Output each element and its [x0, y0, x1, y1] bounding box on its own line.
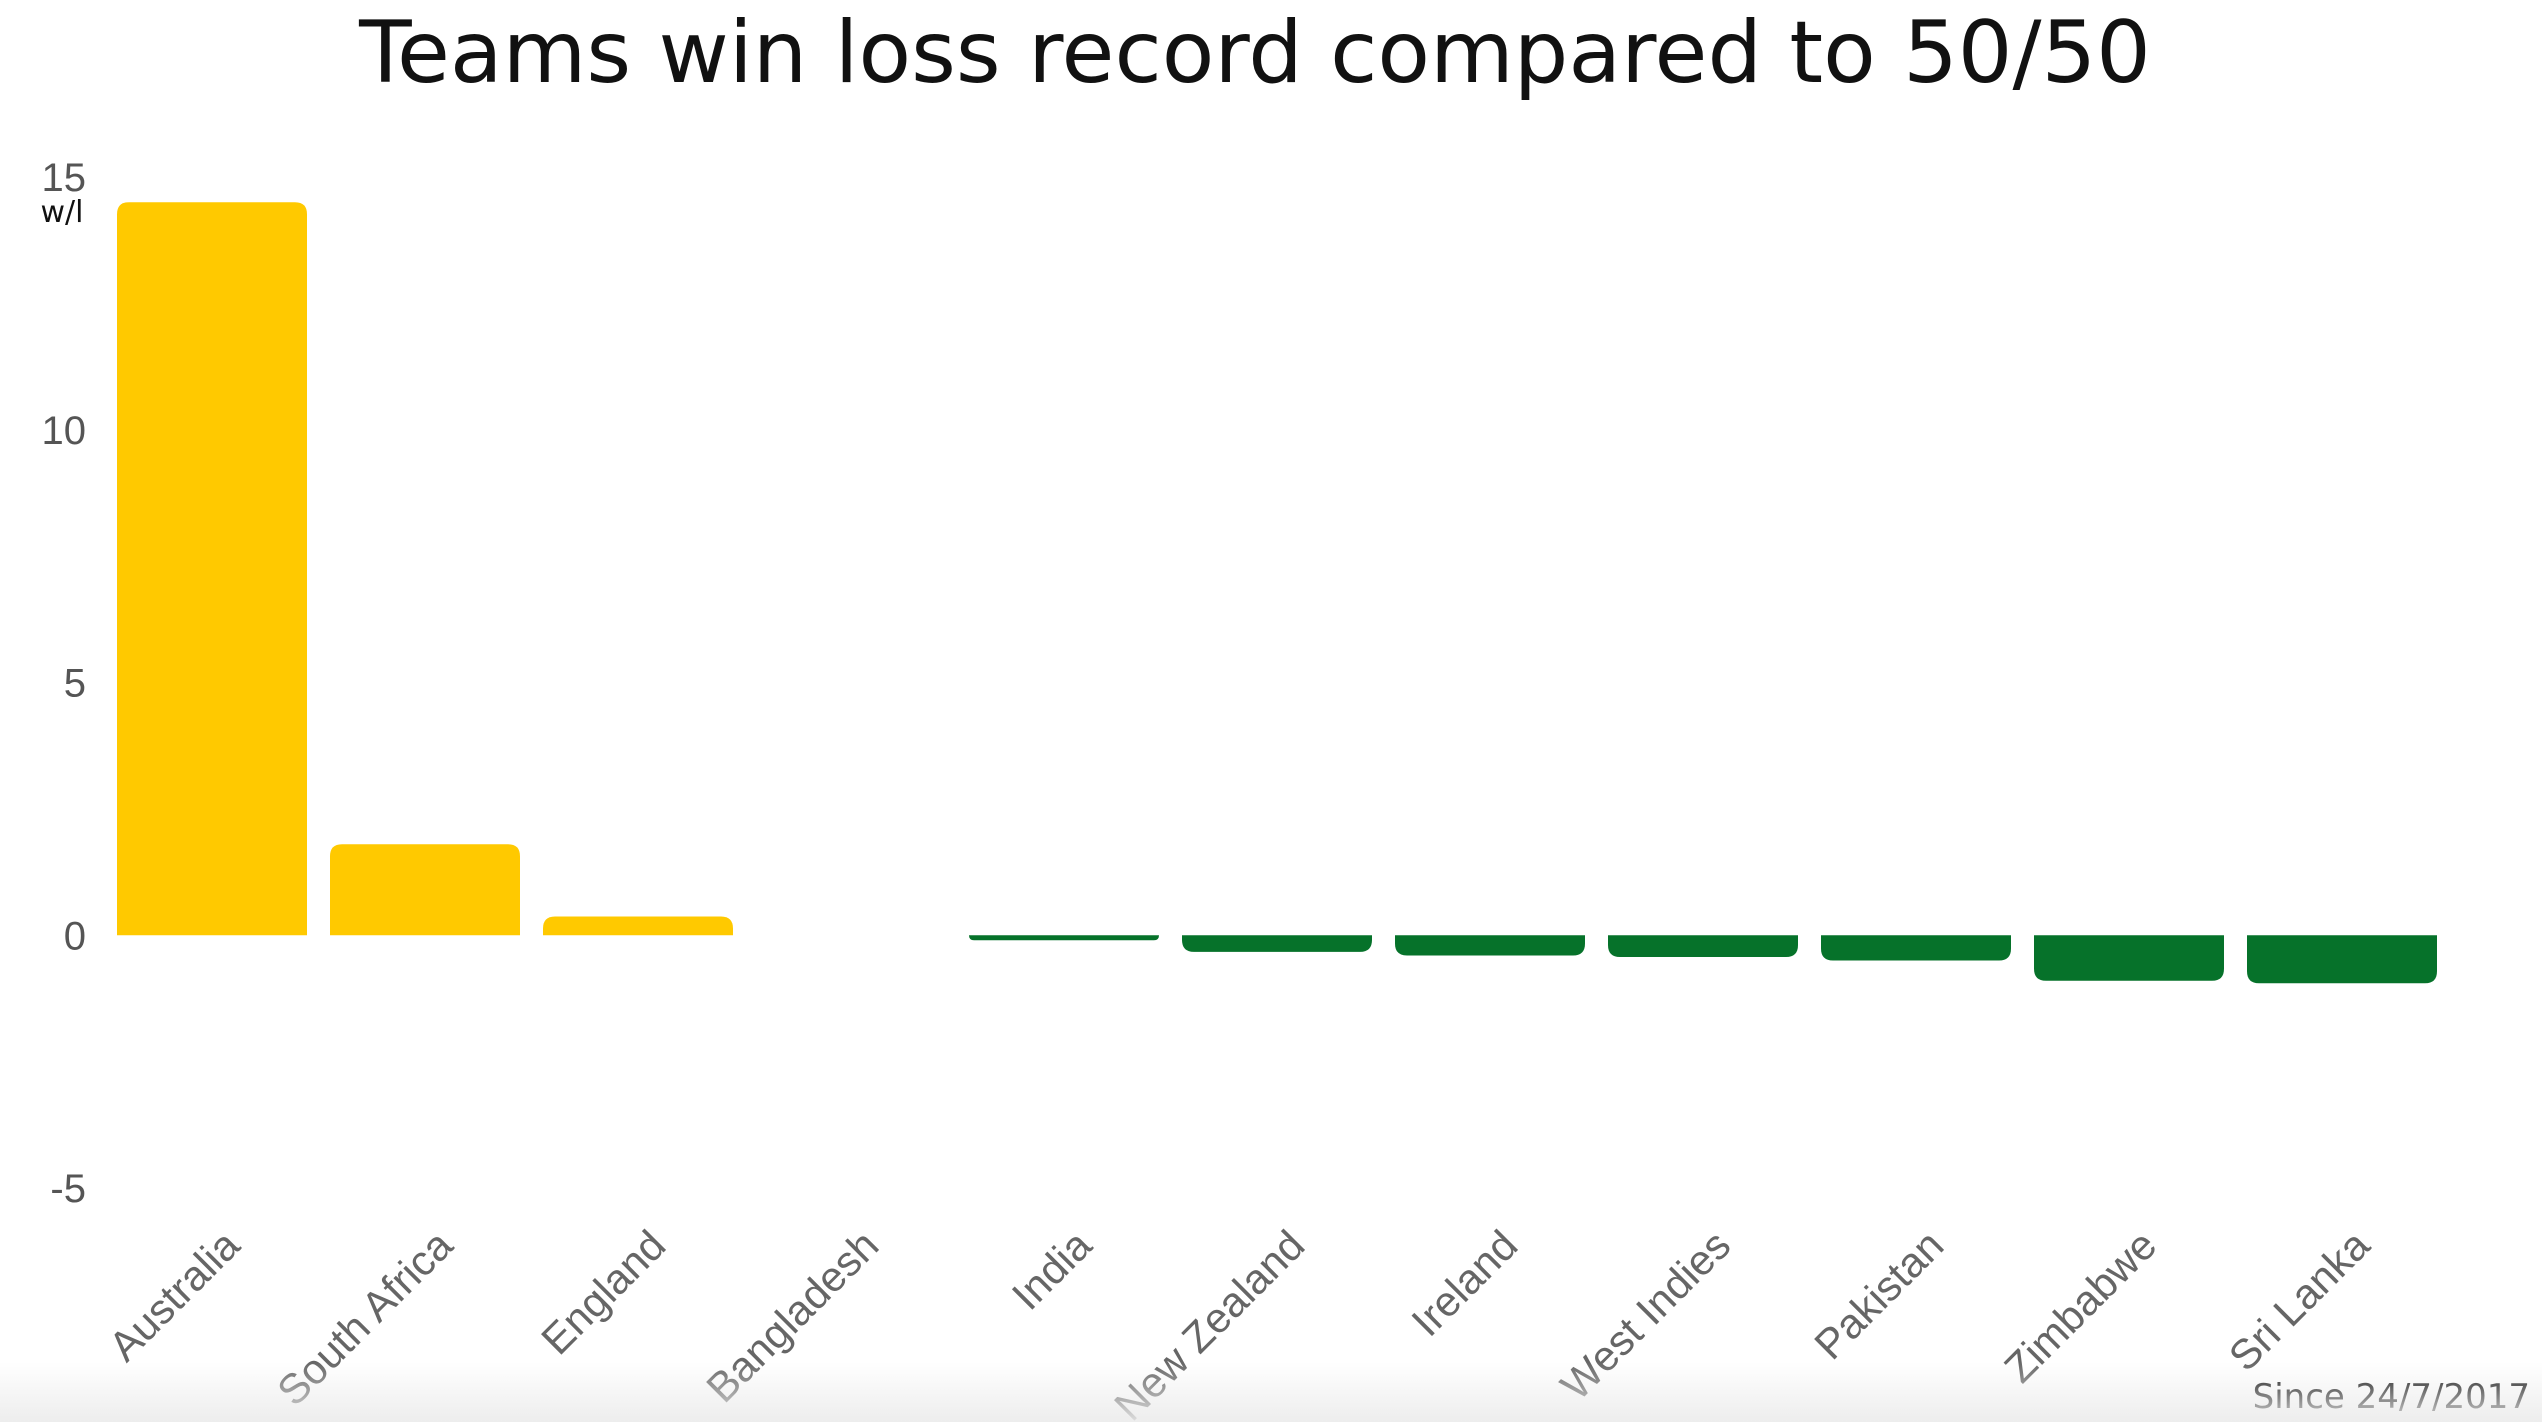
y-axis-unit-label: w/l — [41, 195, 84, 230]
bar-west-indies — [1608, 935, 1798, 957]
chart-title: Teams win loss record compared to 50/50 — [358, 3, 2151, 103]
category-labels: Australia South Africa England Bangladesh In… — [100, 1221, 2379, 1422]
y-tick-label: 5 — [64, 662, 86, 706]
category-label: Pakistan — [1805, 1221, 1952, 1368]
bars-group — [117, 202, 2437, 984]
category-label: Zimbabwe — [1995, 1221, 2165, 1391]
y-tick-label: 15 — [42, 156, 87, 200]
y-axis-ticks: 15 10 5 0 -5 — [42, 156, 87, 1211]
y-tick-label: 0 — [64, 914, 86, 958]
since-date-note: Since 24/7/2017 — [2253, 1377, 2530, 1417]
bar-india — [969, 935, 1159, 941]
bar-ireland — [1395, 935, 1585, 956]
bar-australia — [117, 202, 307, 936]
bar-sri-lanka — [2247, 935, 2437, 984]
category-label: Sri Lanka — [2220, 1221, 2379, 1380]
category-label: West Indies — [1552, 1221, 1740, 1409]
category-label: New Zealand — [1105, 1221, 1313, 1422]
category-label: India — [1003, 1221, 1101, 1319]
bar-new-zealand — [1182, 935, 1372, 952]
bar-south-africa — [330, 844, 520, 936]
bar-england — [543, 916, 733, 936]
category-label: Bangladesh — [697, 1221, 887, 1411]
category-label: South Africa — [268, 1221, 462, 1415]
bar-zimbabwe — [2034, 935, 2224, 981]
category-label: Ireland — [1402, 1221, 1526, 1345]
y-tick-label: 10 — [42, 409, 87, 453]
bar-pakistan — [1821, 935, 2011, 961]
category-label: Australia — [100, 1221, 249, 1370]
y-tick-label: -5 — [50, 1167, 86, 1211]
category-label: England — [532, 1221, 674, 1363]
